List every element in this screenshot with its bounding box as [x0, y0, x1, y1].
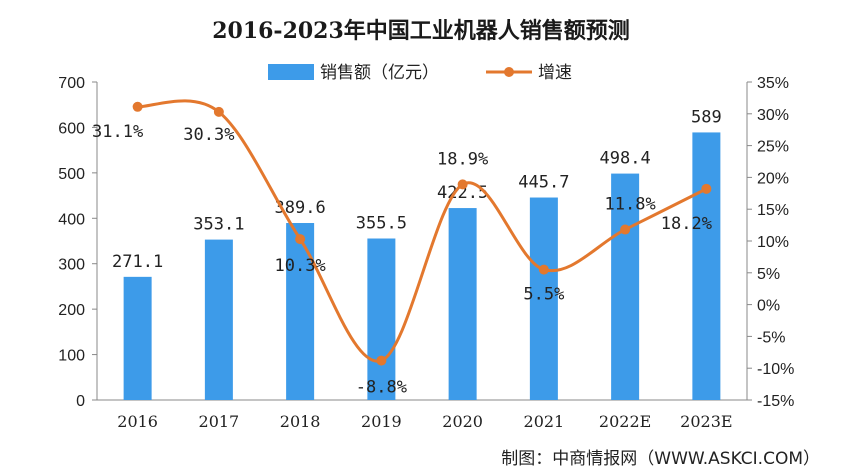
legend-bar-swatch: [268, 64, 314, 80]
category-label: 2020: [442, 412, 483, 431]
bar-value-label: 355.5: [356, 214, 407, 234]
left-tick-label: 400: [58, 211, 85, 228]
growth-value-label: 11.8%: [605, 195, 656, 215]
bars: [123, 132, 721, 400]
right-tick-label: 0%: [757, 298, 780, 315]
category-label: 2018: [280, 412, 321, 431]
growth-value-label: -8.8%: [356, 378, 407, 398]
bar-2021: [529, 197, 558, 400]
growth-point-2021: [538, 264, 549, 275]
bar-value-label: 498.4: [600, 149, 651, 169]
growth-line: [132, 99, 712, 366]
chart-title: 2016-2023年中国工业机器人销售额预测: [212, 18, 630, 44]
growth-value-label: 18.2%: [661, 214, 712, 234]
left-tick-label: 100: [58, 348, 85, 365]
right-tick-label: 5%: [757, 266, 780, 283]
right-tick-label: 30%: [757, 107, 789, 124]
category-label: 2023E: [680, 412, 732, 431]
left-tick-label: 500: [58, 166, 85, 183]
left-tick-label: 300: [58, 257, 85, 274]
right-tick-label: 35%: [757, 75, 789, 92]
source-credit: 制图：中商情报网（WWW.ASKCI.COM）: [501, 449, 820, 469]
left-tick-label: 600: [58, 120, 85, 137]
growth-value-label: 31.1%: [92, 122, 143, 142]
legend-line-label: 增速: [538, 63, 572, 83]
growth-value-label: 10.3%: [275, 256, 326, 276]
bar-value-label: 353.1: [193, 215, 244, 235]
right-axis-ticks: -15% -10% -5% 0% 5% 10% 15% 20% 25% 30% 35%: [747, 75, 794, 410]
growth-data-labels: 31.1% 30.3% 10.3% -8.8% 18.9% 5.5% 11.8%18.2%: [92, 122, 712, 398]
bar-2022E: [611, 173, 640, 400]
right-tick-label: -5%: [757, 329, 785, 346]
category-label: 2021: [524, 412, 565, 431]
category-label: 2016: [117, 412, 158, 431]
right-tick-label: -10%: [757, 361, 794, 378]
bar-2017: [204, 239, 233, 400]
growth-value-label: 30.3%: [183, 125, 234, 145]
growth-point-2019: [376, 355, 387, 366]
legend: 销售额（亿元） 增速: [268, 63, 572, 83]
growth-line-path: [137, 99, 708, 363]
bar-value-label: 271.1: [112, 252, 163, 272]
left-tick-label: 0: [76, 393, 85, 410]
legend-line-marker: [504, 67, 514, 77]
growth-point-2020: [457, 179, 468, 190]
growth-point-2017: [213, 106, 224, 117]
category-label: 2022E: [599, 412, 651, 431]
category-label: 2017: [199, 412, 240, 431]
growth-point-2018: [295, 234, 306, 245]
category-labels: 2016 2017 2018 2019 2020 2021 2022E 2023E: [117, 412, 732, 431]
left-axis-ticks: 0 100 200 300 400 500 600 700: [58, 75, 97, 410]
category-label: 2019: [361, 412, 402, 431]
right-tick-label: 25%: [757, 139, 789, 156]
bar-value-label: 389.6: [275, 198, 326, 218]
growth-value-label: 5.5%: [523, 285, 564, 305]
bar-value-label: 445.7: [518, 173, 569, 193]
growth-point-2016: [132, 101, 143, 112]
bar-2019: [367, 238, 396, 400]
right-tick-label: 20%: [757, 170, 789, 187]
right-tick-label: 15%: [757, 202, 789, 219]
bar-2023E: [692, 132, 721, 400]
legend-bar-label: 销售额（亿元）: [320, 63, 439, 83]
bar-2020: [448, 208, 477, 400]
left-tick-label: 700: [58, 75, 85, 92]
growth-point-2023E: [701, 183, 712, 194]
right-tick-label: -15%: [757, 393, 794, 410]
bar-value-label: 589: [691, 107, 722, 127]
bar-2016: [123, 276, 152, 400]
growth-point-2022E: [620, 224, 631, 235]
bar-2018: [286, 223, 315, 400]
growth-value-label: 18.9%: [437, 149, 488, 169]
right-tick-label: 10%: [757, 234, 789, 251]
left-tick-label: 200: [58, 302, 85, 319]
